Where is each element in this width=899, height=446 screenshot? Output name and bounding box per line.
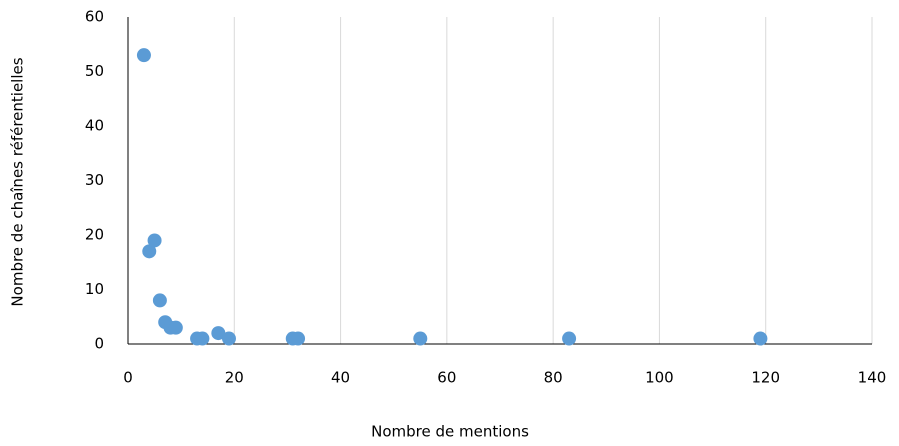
x-tick-label: 140 [858,369,887,387]
y-tick-label: 0 [94,335,104,353]
point [147,233,162,248]
y-tick-label: 50 [85,62,104,80]
point [221,331,236,346]
x-tick-label: 120 [751,369,780,387]
point [562,331,577,346]
y-axis-title: Nombre de chaînes référentielles [9,57,27,306]
y-tick-label: 10 [85,280,104,298]
y-tick-label: 20 [85,226,104,244]
point [168,320,183,335]
x-tick-label: 100 [645,369,674,387]
point [152,293,167,308]
point [142,244,157,259]
point [753,331,768,346]
x-axis-title: Nombre de mentions [371,423,529,441]
x-tick-label: 0 [123,369,133,387]
x-tick-label: 20 [225,369,244,387]
x-tick-label: 40 [331,369,350,387]
x-tick-label: 60 [437,369,456,387]
point [136,48,151,63]
point [413,331,428,346]
point [211,326,226,341]
y-tick-label: 30 [85,171,104,189]
y-tick-label: 60 [85,8,104,26]
point [291,331,306,346]
y-tick-label: 40 [85,117,104,135]
x-tick-label: 80 [544,369,563,387]
point [195,331,210,346]
